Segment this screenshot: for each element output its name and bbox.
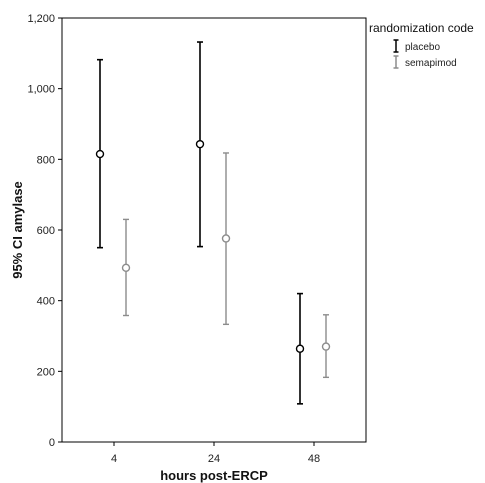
plot-area <box>61 17 367 443</box>
y-tick-label: 1,000 <box>27 84 55 96</box>
y-axis-title: 95% CI amylase <box>10 181 25 279</box>
y-tick-label: 0 <box>49 437 55 449</box>
x-tick-label: 24 <box>208 453 220 465</box>
mean-point-semapimod <box>221 234 231 243</box>
x-tick-label: 48 <box>308 453 320 465</box>
mean-point-semapimod <box>321 342 331 351</box>
chart-marks <box>95 41 331 405</box>
y-tick-label: 200 <box>37 366 55 378</box>
legend-label-semapimod: semapimod <box>405 58 457 69</box>
legend-title: randomization code <box>369 21 474 35</box>
x-axis-title: hours post-ERCP <box>160 468 268 483</box>
x-tick-label: 4 <box>111 453 117 465</box>
legend-label-placebo: placebo <box>405 42 440 53</box>
mean-point-placebo <box>295 344 305 353</box>
x-axis: 4 24 48 <box>111 442 320 465</box>
y-tick-label: 600 <box>37 225 55 237</box>
legend: randomization code placebo semapimod <box>369 21 474 69</box>
mean-point-placebo <box>95 149 105 159</box>
y-tick-label: 1,200 <box>27 13 55 25</box>
mean-point-semapimod <box>121 263 131 273</box>
y-tick-label: 800 <box>37 154 55 166</box>
mean-point-placebo <box>195 139 205 149</box>
y-tick-label: 400 <box>37 296 55 308</box>
y-axis: 0 200 400 600 800 1,000 1,200 <box>27 13 62 449</box>
